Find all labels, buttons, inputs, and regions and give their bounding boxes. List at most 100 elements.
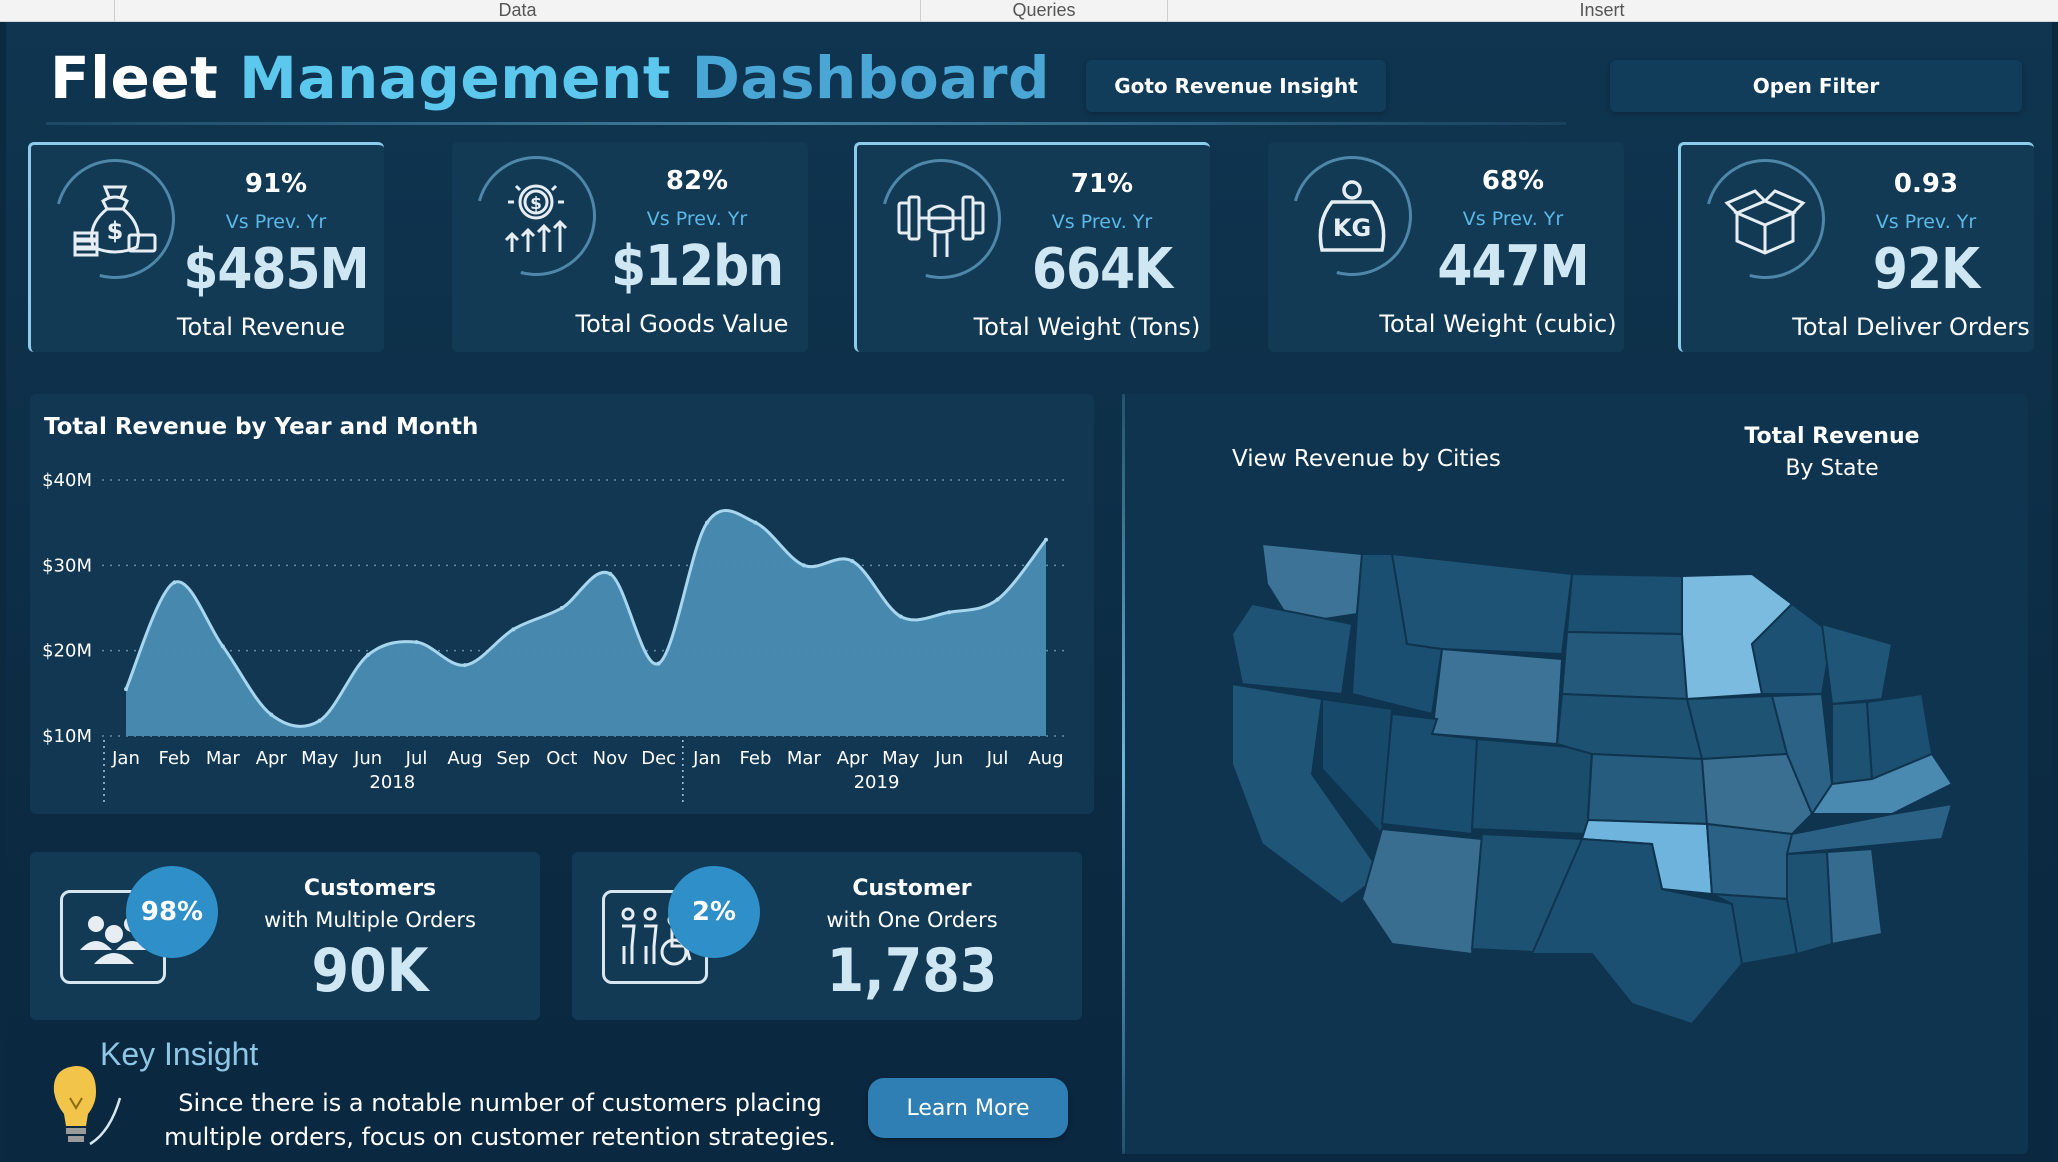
- customers-multiple-orders-card[interactable]: 98% Customers with Multiple Orders 90K: [30, 852, 540, 1020]
- area-line: [124, 509, 1048, 728]
- svg-text:KG: KG: [1333, 214, 1371, 242]
- ribbon-section-insert[interactable]: Insert: [1579, 0, 1625, 20]
- revenue-area-chart[interactable]: $10M $20M $30M $40M Jan Feb Mar Apr May Jun Jul Aug…: [30, 394, 1094, 814]
- map-state-az[interactable]: [1360, 827, 1484, 956]
- people-group-icon: [80, 916, 148, 964]
- map-state-wy[interactable]: [1430, 647, 1564, 746]
- x-tick-label: Aug: [447, 748, 482, 769]
- kpi-pct: 71%: [1070, 169, 1134, 199]
- x-tick-label: Dec: [641, 748, 676, 769]
- x-tick-label: Mar: [787, 748, 822, 769]
- data-point: [753, 520, 758, 525]
- open-filter-button[interactable]: Open Filter: [1610, 60, 2022, 112]
- map-state-nd[interactable]: [1565, 572, 1683, 636]
- x-tick-label: Feb: [158, 748, 190, 769]
- map-state-mo[interactable]: [1700, 752, 1814, 836]
- x-tick-label: Jul: [986, 748, 1009, 769]
- data-point: [317, 718, 322, 723]
- data-point: [269, 712, 274, 717]
- data-point: [172, 580, 177, 585]
- data-point: [801, 563, 806, 568]
- x-tick-label: Jan: [111, 748, 140, 769]
- x-tick-label: Aug: [1028, 748, 1063, 769]
- customer-card-value: 1,783: [826, 936, 998, 1006]
- learn-more-button[interactable]: Learn More: [868, 1078, 1068, 1138]
- data-point: [705, 520, 710, 525]
- map-state-al[interactable]: [1825, 847, 1884, 946]
- map-state-sd[interactable]: [1560, 630, 1689, 701]
- kpi-value: $485M: [183, 237, 369, 302]
- y-tick-label: $40M: [42, 470, 92, 491]
- key-insight-title: Key Insight: [100, 1036, 259, 1072]
- data-point: [898, 614, 903, 619]
- x-tick-label: Jul: [405, 748, 428, 769]
- goto-revenue-insight-button[interactable]: Goto Revenue Insight: [1086, 60, 1386, 112]
- kpi-vs-label: Vs Prev. Yr: [225, 211, 327, 233]
- kpi-pct: 0.93: [1893, 169, 1959, 199]
- kpi-card-total-weight-tons[interactable]: 71% Vs Prev. Yr 664K Total Weight (Tons): [854, 137, 1210, 352]
- kpi-value: 92K: [1872, 237, 1980, 302]
- dumbbell-icon: [897, 195, 985, 257]
- kpi-label: Total Deliver Orders: [1792, 313, 2030, 341]
- report-canvas: Fleet Management Dashboard Goto Revenue …: [6, 22, 2052, 1162]
- map-state-ks[interactable]: [1586, 752, 1709, 826]
- map-state-ar[interactable]: [1705, 822, 1794, 901]
- customers-one-order-card[interactable]: 2% Customer with One Orders 1,783: [572, 852, 1082, 1020]
- multiple-orders-pct-badge: 98%: [126, 866, 218, 958]
- title-word-fleet: Fleet: [50, 44, 219, 112]
- data-point: [511, 627, 516, 632]
- kpi-card-total-revenue[interactable]: $ 91% Vs Prev. Yr $485M Total Revenue: [28, 137, 384, 352]
- revenue-map-panel[interactable]: View Revenue by Cities Total Revenue By …: [1122, 394, 2028, 1154]
- map-state-mi[interactable]: [1820, 622, 1894, 706]
- page-title: Fleet Management Dashboard: [50, 44, 1050, 112]
- y-tick-label: $10M: [42, 726, 92, 747]
- map-state-co[interactable]: [1470, 737, 1594, 836]
- ribbon-section-queries[interactable]: Queries: [921, 0, 1168, 22]
- year-label: 2018: [369, 772, 415, 793]
- svg-text:$: $: [530, 194, 542, 214]
- x-tick-label: Apr: [256, 748, 288, 769]
- map-state-ia[interactable]: [1685, 694, 1789, 761]
- kpi-card-total-deliver-orders[interactable]: 0.93 Vs Prev. Yr 92K Total Deliver Order…: [1678, 137, 2034, 352]
- one-order-pct-badge: 2%: [668, 866, 760, 958]
- map-edge-accent: [1122, 394, 1125, 1154]
- map-state-ne[interactable]: [1555, 692, 1704, 761]
- map-state-tx[interactable]: [1530, 837, 1744, 1026]
- key-insight-text: Since there is a notable number of custo…: [164, 1089, 836, 1151]
- title-word-dashboard: Dashboard: [691, 44, 1050, 112]
- x-tick-label: Jan: [692, 748, 721, 769]
- title-divider: [46, 122, 1566, 125]
- map-state-ms[interactable]: [1786, 850, 1834, 956]
- kpi-value: $12bn: [610, 234, 784, 299]
- kpi-card-total-goods-value[interactable]: $ 82% Vs Prev. Yr $12bn Total Goods Valu…: [452, 134, 808, 352]
- ribbon-section-data[interactable]: Data: [115, 0, 921, 22]
- map-state-la[interactable]: [1711, 893, 1799, 966]
- data-point: [947, 610, 952, 615]
- us-state-map[interactable]: [1192, 514, 1952, 1034]
- view-revenue-by-cities-link[interactable]: View Revenue by Cities: [1232, 446, 1501, 472]
- map-state-ca[interactable]: [1231, 682, 1384, 906]
- data-point: [220, 644, 225, 649]
- data-point: [462, 663, 467, 668]
- map-state-or[interactable]: [1230, 602, 1354, 696]
- kpi-pct: 82%: [665, 166, 729, 196]
- customer-card-subtitle: with Multiple Orders: [264, 908, 476, 932]
- map-state-mt[interactable]: [1390, 552, 1574, 656]
- data-point: [656, 661, 661, 666]
- kpi-vs-label: Vs Prev. Yr: [1875, 211, 1977, 233]
- kg-weight-icon: KG: [1318, 180, 1386, 252]
- ribbon-section-blank: [0, 0, 115, 22]
- map-state-in[interactable]: [1831, 700, 1874, 786]
- revenue-chart-panel[interactable]: $10M $20M $30M $40M Jan Feb Mar Apr May Jun Jul Aug…: [30, 394, 1094, 814]
- kpi-vs-label: Vs Prev. Yr: [1051, 211, 1153, 233]
- x-tick-label: Mar: [206, 748, 241, 769]
- ribbon-bar: Data Queries Insert: [0, 0, 2058, 22]
- x-tick-label: Sep: [496, 748, 530, 769]
- x-tick-label: Oct: [546, 748, 577, 769]
- kpi-card-total-weight-cubic[interactable]: KG 68% Vs Prev. Yr 447M Total Weight (cu…: [1268, 134, 1624, 352]
- map-state-tn[interactable]: [1785, 802, 1952, 856]
- chart-title: Total Revenue by Year and Month: [44, 414, 479, 440]
- y-tick-label: $30M: [42, 555, 92, 576]
- data-point: [124, 687, 128, 692]
- money-bag-icon: $: [73, 185, 157, 257]
